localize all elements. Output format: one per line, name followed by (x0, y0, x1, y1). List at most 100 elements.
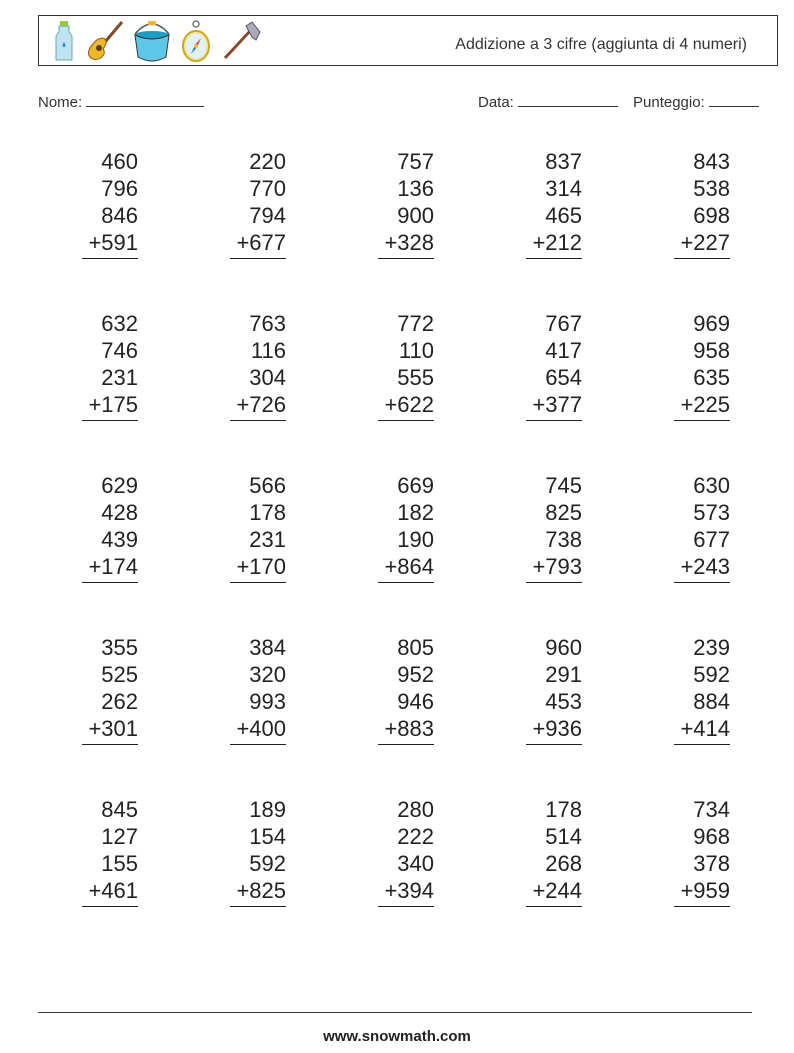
score-field: Punteggio: (633, 92, 759, 111)
addend: 320 (249, 662, 286, 687)
addend-with-plus: +301 (88, 716, 138, 741)
answer-line (82, 420, 138, 421)
answer-line (82, 906, 138, 907)
addend: 669 (397, 473, 434, 498)
addend-with-plus: +677 (236, 230, 286, 255)
addend: 796 (101, 176, 138, 201)
worksheet-title: Addizione a 3 cifre (aggiunta di 4 numer… (455, 36, 747, 53)
addend: 231 (101, 365, 138, 390)
score-blank (708, 92, 759, 107)
addend-with-plus: +225 (680, 392, 730, 417)
addend-with-plus: +883 (384, 716, 434, 741)
addend: 384 (249, 635, 286, 660)
answer-line (82, 744, 138, 745)
addend: 734 (693, 797, 730, 822)
answer-line (526, 582, 582, 583)
addend: 958 (693, 338, 730, 363)
answer-line (378, 258, 434, 259)
addition-problem: 220 770 794 +677 (230, 148, 286, 259)
answer-line (674, 744, 730, 745)
addition-problem: 566 178 231 +170 (230, 472, 286, 583)
answer-line (230, 744, 286, 745)
addend-with-plus: +174 (88, 554, 138, 579)
addend: 635 (693, 365, 730, 390)
addend: 378 (693, 851, 730, 876)
addend: 239 (693, 635, 730, 660)
answer-line (526, 258, 582, 259)
addend: 677 (693, 527, 730, 552)
addend-with-plus: +227 (680, 230, 730, 255)
addend: 952 (397, 662, 434, 687)
addend: 136 (397, 176, 434, 201)
addend: 514 (545, 824, 582, 849)
addend: 566 (249, 473, 286, 498)
addend: 291 (545, 662, 582, 687)
addend: 428 (101, 500, 138, 525)
addend: 846 (101, 203, 138, 228)
answer-line (378, 744, 434, 745)
compass-icon (182, 20, 210, 62)
date-blank (517, 92, 618, 107)
addend: 946 (397, 689, 434, 714)
answer-line (378, 420, 434, 421)
addend: 738 (545, 527, 582, 552)
addend: 746 (101, 338, 138, 363)
addition-problem: 280 222 340 +394 (378, 796, 434, 907)
addition-problem: 734 968 378 +959 (674, 796, 730, 907)
addend: 465 (545, 203, 582, 228)
addend: 262 (101, 689, 138, 714)
answer-line (526, 420, 582, 421)
footer-divider (38, 1012, 752, 1013)
addend: 632 (101, 311, 138, 336)
addend: 127 (101, 824, 138, 849)
addend-with-plus: +377 (532, 392, 582, 417)
date-field: Data: (478, 92, 618, 111)
addend: 280 (397, 797, 434, 822)
addition-problem: 629 428 439 +174 (82, 472, 138, 583)
addend-with-plus: +793 (532, 554, 582, 579)
footer-url: www.snowmath.com (323, 1028, 471, 1045)
addend: 110 (398, 338, 434, 363)
addend: 178 (545, 797, 582, 822)
score-label: Punteggio: (633, 94, 705, 111)
addition-problem: 632 746 231 +175 (82, 310, 138, 421)
addend: 969 (693, 311, 730, 336)
addition-problem: 772 110 555 +622 (378, 310, 434, 421)
addend: 189 (249, 797, 286, 822)
addition-problem: 969 958 635 +225 (674, 310, 730, 421)
addend: 772 (397, 311, 434, 336)
addend: 630 (693, 473, 730, 498)
addend-with-plus: +936 (532, 716, 582, 741)
addend: 825 (545, 500, 582, 525)
addition-problem: 745 825 738 +793 (526, 472, 582, 583)
answer-line (82, 582, 138, 583)
header-box: Addizione a 3 cifre (aggiunta di 4 numer… (38, 15, 778, 66)
answer-line (674, 906, 730, 907)
addend-with-plus: +170 (236, 554, 286, 579)
addend: 837 (545, 149, 582, 174)
addend: 340 (397, 851, 434, 876)
addend: 757 (397, 149, 434, 174)
addend-with-plus: +414 (680, 716, 730, 741)
addend-with-plus: +243 (680, 554, 730, 579)
date-label: Data: (478, 94, 514, 111)
addition-problem: 763 116 304 +726 (230, 310, 286, 421)
guitar-icon (88, 21, 124, 60)
addend-with-plus: +328 (384, 230, 434, 255)
addend: 355 (101, 635, 138, 660)
addition-problem: 960 291 453 +936 (526, 634, 582, 745)
water-bottle-icon (55, 21, 73, 61)
addition-problem: 767 417 654 +377 (526, 310, 582, 421)
addition-problem: 460 796 846 +591 (82, 148, 138, 259)
addition-problem: 189 154 592 +825 (230, 796, 286, 907)
addend: 460 (101, 149, 138, 174)
addend: 116 (250, 338, 286, 363)
addend: 845 (101, 797, 138, 822)
answer-line (674, 258, 730, 259)
addition-problem: 239 592 884 +414 (674, 634, 730, 745)
answer-line (674, 420, 730, 421)
name-field: Nome: (38, 92, 205, 111)
addend: 314 (545, 176, 582, 201)
addend: 453 (545, 689, 582, 714)
